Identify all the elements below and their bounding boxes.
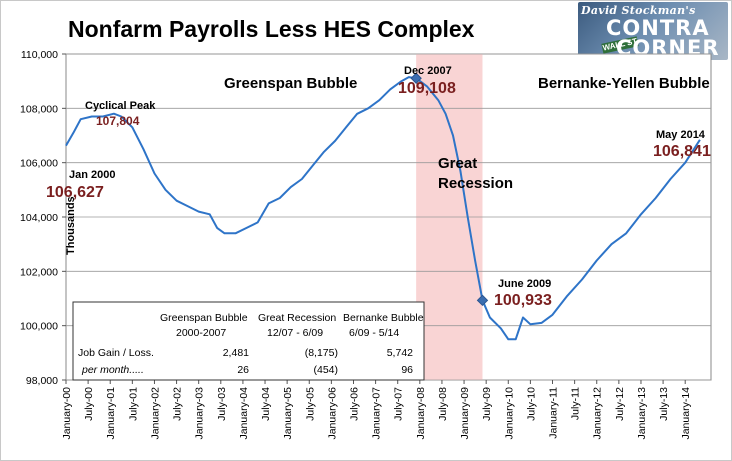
table-header-bernanke: Bernanke Bubble <box>343 312 424 324</box>
x-tick-label: July-13 <box>658 387 670 421</box>
x-tick-label: January-14 <box>680 387 692 440</box>
table-row1-label: Job Gain / Loss. <box>78 347 154 359</box>
x-tick-label: July-06 <box>348 387 360 421</box>
x-tick-label: January-08 <box>415 387 427 440</box>
y-tick-label: 100,000 <box>20 321 58 333</box>
table-header-greenspan: Greenspan Bubble <box>160 312 248 324</box>
table-row1-greenspan: 2,481 <box>223 347 249 359</box>
annotation-great-recession: Great Recession <box>438 155 513 192</box>
series-line <box>65 76 701 341</box>
x-tick-label: July-02 <box>172 387 184 421</box>
x-tick-label: January-07 <box>371 387 383 440</box>
annotation-cyclical-peak-label: Cyclical Peak <box>85 100 156 112</box>
summary-table-box <box>72 301 425 381</box>
annotation-bernanke: Bernanke-Yellen Bubble <box>538 75 710 92</box>
logo-line2: CONTRA <box>606 16 710 40</box>
annotation-greenspan: Greenspan Bubble <box>224 75 357 92</box>
data-point-marker <box>410 72 422 84</box>
chart-title: Nonfarm Payrolls Less HES Complex <box>68 16 475 42</box>
table-subheader-bernanke: 6/09 - 5/14 <box>349 327 399 339</box>
y-tick-label: 106,000 <box>20 158 58 170</box>
annotation-jan2000-label: Jan 2000 <box>69 169 115 181</box>
annotation-may2014-value: 106,841 <box>653 143 711 160</box>
x-tick-label: January-13 <box>636 387 648 440</box>
x-tick-label: January-03 <box>194 387 206 440</box>
x-tick-label: January-09 <box>459 387 471 440</box>
axis-layer: 98,000 100,000 102,000 104,000 106,000 108,00… <box>20 49 692 440</box>
series-layer <box>65 76 701 341</box>
annotation-jan2000-value: 106,627 <box>46 184 104 201</box>
contra-corner-logo: WALL ST David Stockman's CONTRA CORNER <box>578 2 728 60</box>
annotation-may2014-label: May 2014 <box>656 129 706 141</box>
x-tick-label: July-10 <box>525 387 537 421</box>
x-tick-label: January-11 <box>548 387 560 439</box>
x-tick-label: July-03 <box>216 387 228 421</box>
annotation-jun2009-label: June 2009 <box>498 278 551 290</box>
summary-table: Greenspan Bubble Great Recession Bernank… <box>72 301 425 381</box>
table-header-recession: Great Recession <box>258 312 336 324</box>
x-tick-label: July-11 <box>570 387 582 420</box>
table-subheader-greenspan: 2000-2007 <box>176 327 226 339</box>
logo-line1: David Stockman's <box>581 4 696 17</box>
x-tick-label: July-12 <box>614 387 626 421</box>
annotation-cyclical-peak-value: 107,804 <box>96 114 140 128</box>
x-tick-label: January-04 <box>238 387 250 440</box>
annotation-great-recession-line1: Great <box>438 155 477 172</box>
annotation-great-recession-line2: Recession <box>438 175 513 192</box>
table-row2-greenspan: 26 <box>237 364 249 376</box>
table-row2-bernanke: 96 <box>401 364 413 376</box>
annotation-dec2007-value: 109,108 <box>398 80 456 97</box>
x-tick-label: July-04 <box>260 387 272 421</box>
table-row1-recession: (8,175) <box>305 347 338 359</box>
x-tick-label: January-02 <box>149 387 161 440</box>
table-subheader-recession: 12/07 - 6/09 <box>267 327 323 339</box>
table-row2-label: per month..... <box>81 364 144 376</box>
x-tick-label: July-07 <box>393 387 405 421</box>
data-point-marker <box>476 294 489 307</box>
y-axis-label: Thousands <box>65 196 77 255</box>
y-tick-label: 98,000 <box>26 375 58 387</box>
y-tick-label: 108,000 <box>20 103 58 115</box>
x-tick-label: July-09 <box>481 387 493 421</box>
x-tick-label: July-01 <box>127 387 139 421</box>
annotation-dec2007-label: Dec 2007 <box>404 65 452 77</box>
x-tick-label: January-06 <box>326 387 338 440</box>
y-tick-label: 110,000 <box>21 49 58 61</box>
x-tick-label: July-08 <box>437 387 449 421</box>
table-row2-recession: (454) <box>313 364 338 376</box>
y-tick-label: 102,000 <box>20 266 58 278</box>
x-tick-label: January-12 <box>592 387 604 440</box>
x-tick-label: January-05 <box>282 387 294 440</box>
y-tick-label: 104,000 <box>20 212 58 224</box>
x-tick-label: January-01 <box>105 387 117 440</box>
annotation-jun2009-value: 100,933 <box>494 292 552 309</box>
marker-layer <box>410 72 489 307</box>
x-tick-label: July-05 <box>304 387 316 421</box>
x-tick-label: January-00 <box>61 387 73 440</box>
table-row1-bernanke: 5,742 <box>387 347 413 359</box>
x-tick-label: July-00 <box>83 387 95 421</box>
x-tick-label: January-10 <box>503 387 515 440</box>
